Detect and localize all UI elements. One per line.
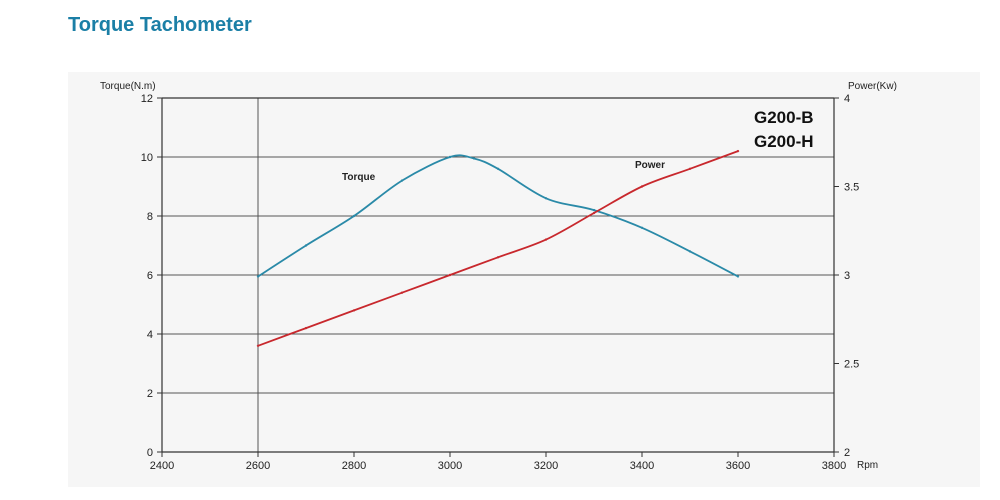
right-tick-label: 4	[844, 93, 850, 105]
power-point	[544, 238, 548, 241]
torque-point	[592, 208, 596, 212]
left-tick-label: 12	[141, 93, 153, 105]
right-tick-label: 3.5	[844, 182, 859, 194]
x-tick-label: 2400	[150, 460, 174, 472]
x-tick-label: 3000	[438, 460, 462, 472]
x-tick-label: 3200	[534, 460, 558, 472]
x-tick-label: 3800	[822, 460, 846, 472]
series-layer	[256, 149, 740, 347]
torque-point	[640, 226, 644, 229]
left-axis-title: Torque(N.m)	[100, 81, 156, 92]
power-point	[688, 167, 692, 170]
axes: 2400 2600 2800 3000 3200 3400 3600 3800 0 2 4 6 8 10 1…	[141, 93, 860, 472]
left-tick-label: 10	[141, 152, 153, 164]
power-point	[640, 185, 644, 188]
right-tick-label: 3	[844, 270, 850, 282]
series-label-power: Power	[635, 160, 665, 171]
x-axis-unit-label: Rpm	[857, 460, 878, 471]
page-title: Torque Tachometer	[68, 14, 252, 36]
torque-point	[736, 275, 740, 278]
torque-point	[304, 244, 308, 247]
right-tick-label: 2.5	[844, 359, 859, 371]
model-label-2: G200-H	[754, 132, 814, 151]
power-point	[256, 344, 260, 347]
power-point	[304, 326, 308, 330]
series-label-torque: Torque	[342, 172, 376, 183]
torque-point	[688, 250, 692, 253]
torque-point	[400, 179, 404, 182]
power-point	[352, 309, 356, 312]
torque-point	[256, 275, 260, 278]
left-tick-label: 0	[147, 447, 153, 459]
torque-power-chart: 2400 2600 2800 3000 3200 3400 3600 3800 0 2 4 6 8 10 1…	[100, 81, 897, 472]
x-tick-label: 2800	[342, 460, 366, 472]
power-point	[496, 256, 500, 259]
x-tick-label: 3400	[630, 460, 654, 472]
right-axis-title: Power(Kw)	[848, 81, 897, 92]
right-tick-label: 2	[844, 447, 850, 459]
power-point	[400, 291, 404, 294]
chart-panel: 2400 2600 2800 3000 3200 3400 3600 3800 0 2 4 6 8 10 1…	[68, 72, 980, 487]
left-tick-label: 4	[147, 329, 153, 341]
torque-point	[472, 157, 476, 160]
torque-line	[257, 154, 739, 278]
left-tick-label: 2	[147, 388, 153, 400]
model-label-1: G200-B	[754, 108, 814, 127]
torque-point	[496, 167, 500, 170]
left-tick-label: 8	[147, 211, 153, 223]
grid	[162, 98, 834, 452]
x-tick-label: 3600	[726, 460, 750, 472]
torque-point	[544, 197, 548, 200]
torque-point	[352, 214, 356, 218]
power-point	[448, 273, 452, 277]
power-line	[257, 150, 739, 347]
left-tick-label: 6	[147, 270, 153, 282]
x-tick-label: 2600	[246, 460, 270, 472]
power-point	[736, 149, 740, 153]
power-point	[592, 211, 596, 215]
torque-point	[448, 155, 452, 159]
